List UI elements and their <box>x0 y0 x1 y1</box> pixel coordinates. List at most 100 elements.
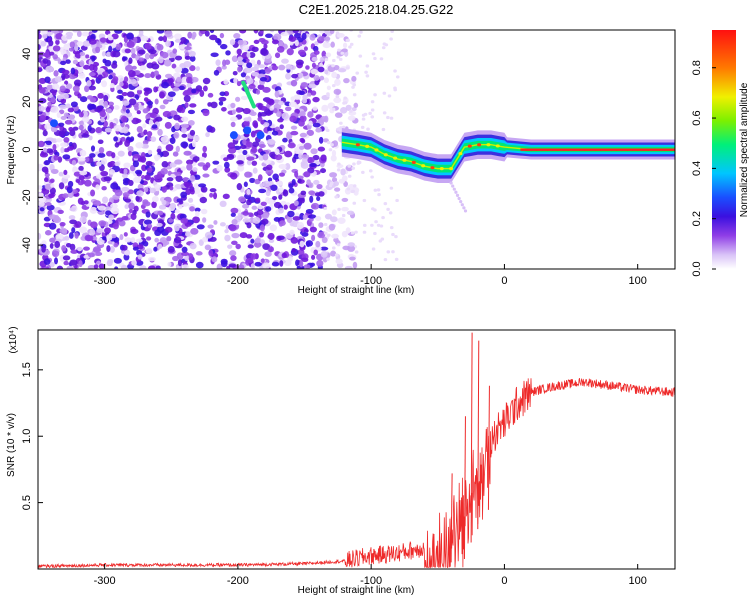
noise-speckle <box>276 111 282 118</box>
noise-speckle <box>245 234 253 239</box>
noise-speckle <box>352 83 356 87</box>
noise-speckle <box>165 40 171 47</box>
noise-speckle <box>320 250 328 258</box>
tone-peak <box>402 158 407 162</box>
noise-speckle <box>164 121 172 129</box>
noise-speckle <box>148 119 154 127</box>
noise-speckle <box>257 174 263 182</box>
noise-speckle <box>80 179 86 185</box>
noise-speckle <box>96 161 102 167</box>
y-tick-label: 1.0 <box>21 429 33 444</box>
noise-speckle <box>336 243 341 247</box>
noise-speckle <box>108 169 116 175</box>
noise-speckle <box>51 30 59 33</box>
snr-series-line <box>38 377 675 569</box>
noise-speckle <box>218 100 224 106</box>
tone-peak <box>664 148 671 151</box>
tone-peak <box>393 156 398 160</box>
noise-speckle <box>254 261 262 267</box>
noise-speckle <box>261 212 270 219</box>
noise-speckle <box>192 167 198 172</box>
noise-speckle <box>250 263 255 269</box>
noise-speckle <box>273 201 282 209</box>
noise-speckle <box>309 33 316 41</box>
noise-speckle <box>246 52 251 58</box>
noise-speckle <box>228 263 236 268</box>
noise-speckle <box>251 46 259 53</box>
noise-speckle <box>305 65 310 70</box>
noise-speckle <box>295 175 304 180</box>
noise-speckle <box>109 160 116 168</box>
noise-speckle <box>167 91 176 98</box>
noise-speckle <box>235 243 241 250</box>
noise-speckle <box>181 264 190 269</box>
noise-speckle <box>174 159 183 165</box>
noise-speckle <box>236 81 242 87</box>
noise-speckle <box>174 66 183 73</box>
bottom-y-ticks: 0.5 1.0 1.5 <box>21 362 43 510</box>
noise-speckle <box>345 227 351 234</box>
noise-speckle <box>350 231 355 235</box>
noise-speckle <box>310 68 318 75</box>
noise-speckle <box>301 32 307 40</box>
noise-speckle <box>298 119 305 127</box>
noise-speckle <box>298 145 305 150</box>
noise-speckle <box>246 199 252 206</box>
tone-peak <box>547 148 554 151</box>
noise-speckle <box>224 161 230 169</box>
noise-speckle <box>110 182 119 190</box>
noise-speckle <box>269 106 274 111</box>
noise-speckle <box>299 110 305 116</box>
noise-speckle <box>132 242 139 249</box>
noise-speckle <box>347 115 356 121</box>
noise-speckle <box>346 38 350 42</box>
noise-speckle <box>333 237 339 243</box>
noise-speckle <box>132 246 139 251</box>
noise-speckle <box>157 128 163 136</box>
noise-speckle <box>271 39 279 45</box>
noise-speckle <box>299 260 304 268</box>
noise-speckle <box>113 257 122 264</box>
tone-peak <box>584 148 591 151</box>
noise-speckle <box>65 59 71 64</box>
noise-speckle <box>154 237 160 243</box>
noise-speckle <box>199 90 205 98</box>
noise-speckle <box>327 233 331 237</box>
noise-speckle <box>171 63 177 69</box>
noise-speckle <box>85 54 90 59</box>
noise-speckle <box>187 31 193 39</box>
noise-speckle <box>193 183 200 190</box>
noise-speckle <box>79 96 88 103</box>
x-tick-label: -300 <box>94 275 116 287</box>
noise-speckle <box>60 60 67 66</box>
noise-speckle <box>229 39 236 46</box>
noise-speckle <box>191 31 197 38</box>
noise-speckle <box>166 177 174 182</box>
noise-speckle <box>365 74 370 78</box>
noise-speckle <box>334 195 338 199</box>
noise-speckle <box>98 220 107 227</box>
noise-speckle <box>195 261 204 269</box>
noise-speckle <box>374 220 378 224</box>
noise-speckle <box>108 74 113 80</box>
noise-speckle <box>299 240 305 248</box>
noise-speckle <box>251 71 260 77</box>
noise-speckle <box>240 72 247 78</box>
noise-speckle <box>110 86 115 93</box>
noise-speckle <box>60 142 68 148</box>
noise-speckle <box>161 161 169 168</box>
x-tick-label: -300 <box>94 575 116 587</box>
noise-speckle <box>331 64 335 68</box>
noise-speckle <box>320 168 327 174</box>
noise-speckle <box>68 215 76 220</box>
noise-speckle <box>50 183 55 188</box>
noise-speckle <box>180 166 186 171</box>
noise-speckle <box>373 188 378 192</box>
noise-speckle <box>334 78 341 86</box>
noise-speckle <box>131 259 137 266</box>
noise-speckle <box>349 256 356 261</box>
noise-speckle <box>286 48 294 56</box>
noise-speckle <box>300 82 309 88</box>
noise-speckle <box>237 39 244 46</box>
noise-speckle <box>72 59 79 65</box>
